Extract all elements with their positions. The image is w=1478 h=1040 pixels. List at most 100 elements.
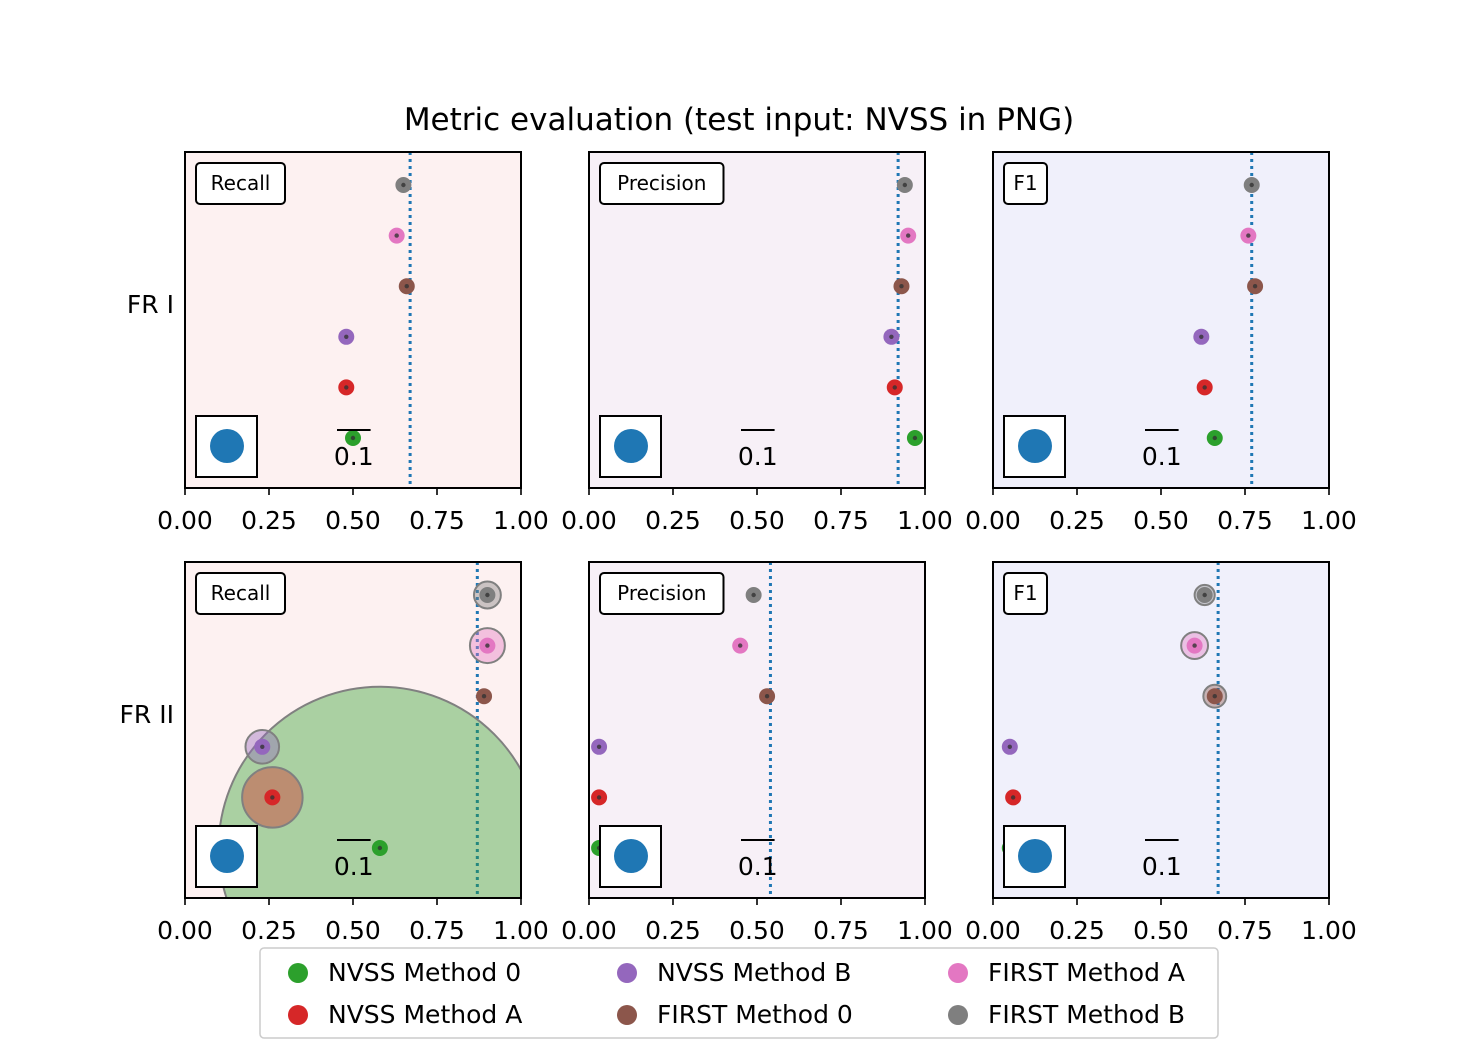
- panel-fr-ii-f1-metric-label: F1: [1013, 581, 1037, 605]
- panel-fr-ii-recall-point-center-first-method-0: [481, 694, 487, 699]
- panel-fr-i-precision-metric-label: Precision: [617, 171, 706, 195]
- panel-fr-i-recall-point-center-nvss-method-0: [350, 435, 356, 441]
- panel-fr-ii-recall-point-center-nvss-method-a: [270, 795, 275, 800]
- panel-fr-ii-f1-xtick-label-2: 0.50: [1133, 916, 1189, 945]
- panel-fr-ii-precision-point-center-first-method-0: [764, 694, 770, 699]
- row-label-fr1: FR I: [127, 290, 174, 319]
- panel-fr-ii-f1-point-center-first-method-0: [1212, 694, 1217, 699]
- panel-fr-ii-recall-xtick-label-4: 1.00: [493, 916, 549, 945]
- panel-fr-i-f1-xtick-label-2: 0.50: [1133, 506, 1189, 535]
- panel-fr-i-recall-size-key-marker: [210, 429, 244, 463]
- panel-fr-i-f1-xtick-label-0: 0.00: [965, 506, 1021, 535]
- panel-fr-ii-f1-metric-label-box: [1003, 572, 1048, 615]
- panel-fr-i-f1-scale-label: 0.1: [1142, 442, 1182, 471]
- panel-fr-ii-f1-point-center-first-method-a: [1192, 643, 1197, 648]
- panel-fr-ii-precision-scale-label: 0.1: [738, 852, 778, 881]
- panel-fr-i-precision-point-center-first-method-a: [906, 233, 911, 238]
- panel-fr-i-precision-xtick-label-0: 0.00: [561, 506, 617, 535]
- panel-fr-ii-precision-point-center-nvss-method-a: [596, 795, 602, 800]
- panel-fr-i-f1-point-center-nvss-method-0: [1212, 435, 1217, 441]
- panel-fr-ii-recall-xtick-label-3: 0.75: [409, 916, 465, 945]
- panel-fr-ii-recall-scale-label: 0.1: [334, 852, 374, 881]
- panel-fr-ii-recall-point-center-first-method-b: [485, 592, 490, 598]
- panel-fr-ii-precision-xtick-label-0: 0.00: [561, 916, 617, 945]
- panel-fr-i-precision-point-center-first-method-0: [899, 284, 904, 289]
- panel-fr-i-f1-metric-label: F1: [1013, 171, 1037, 195]
- panel-fr-i-f1-point-center-first-method-0: [1252, 284, 1258, 289]
- panel-fr-i-recall-metric-label-box: [195, 162, 286, 205]
- panel-fr-i-precision: Precision 0.1 0.00 0.25 0.50 0.75 1.00: [561, 151, 953, 535]
- panel-fr-ii-precision-xtick-label-2: 0.50: [729, 916, 785, 945]
- panel-fr-ii-precision-point-center-first-method-a: [738, 643, 743, 648]
- panel-fr-ii-recall-point-center-nvss-method-0: [377, 845, 383, 851]
- legend-marker-nvss-method-0: [288, 963, 308, 983]
- panel-fr-ii-precision-xtick-label-1: 0.25: [645, 916, 701, 945]
- panel-fr-ii-recall: Recall 0.1 0.00 0.25 0.50 0.75 1.00: [157, 561, 549, 945]
- panel-fr-i-recall: Recall 0.1 0.00 0.25 0.50 0.75 1.00: [157, 151, 549, 535]
- panel-fr-ii-precision-point-center-nvss-method-b: [596, 744, 602, 749]
- legend-label-nvss-method-a: NVSS Method A: [328, 1000, 522, 1029]
- panel-fr-ii-recall-size-key-marker: [210, 839, 244, 873]
- panel-fr-ii-recall-point-center-nvss-method-b: [260, 744, 265, 749]
- panel-fr-i-recall-xtick-label-1: 0.25: [241, 506, 297, 535]
- panel-fr-ii-recall-xtick-label-2: 0.50: [325, 916, 381, 945]
- panel-fr-i-recall-point-center-nvss-method-a: [344, 385, 349, 390]
- panel-fr-ii-f1-xtick-label-0: 0.00: [965, 916, 1021, 945]
- legend-label-first-method-0: FIRST Method 0: [657, 1000, 853, 1029]
- panel-fr-i-precision-point-center-nvss-method-b: [889, 334, 894, 339]
- panel-fr-i-recall-xtick-label-4: 1.00: [493, 506, 549, 535]
- panel-fr-ii-precision-metric-label-box: [599, 572, 725, 615]
- legend-frame: [259, 947, 1219, 1039]
- panel-fr-ii-precision-xtick-label-4: 1.00: [897, 916, 953, 945]
- panel-fr-i-recall-metric-label: Recall: [211, 171, 271, 195]
- panel-fr-i-recall-xtick-label-3: 0.75: [409, 506, 465, 535]
- subplot-grid: Recall 0.1 0.00 0.25 0.50 0.75 1.00 Precision 0.…: [157, 151, 1357, 945]
- panel-fr-i-precision-xtick-label-4: 1.00: [897, 506, 953, 535]
- panel-fr-ii-f1: F1 0.1 0.00 0.25 0.50 0.75 1.00: [965, 561, 1357, 945]
- panel-fr-i-precision-metric-label-box: [599, 162, 725, 205]
- legend: NVSS Method 0 NVSS Method A NVSS Method …: [259, 947, 1219, 1039]
- panel-fr-i-f1-size-key-marker: [1018, 429, 1052, 463]
- panel-fr-i-precision-scale-label: 0.1: [738, 442, 778, 471]
- legend-label-first-method-b: FIRST Method B: [988, 1000, 1185, 1029]
- panel-fr-i-f1-point-center-nvss-method-a: [1202, 385, 1207, 390]
- figure-title: Metric evaluation (test input: NVSS in P…: [404, 102, 1074, 138]
- legend-label-nvss-method-b: NVSS Method B: [657, 958, 851, 987]
- panel-fr-i-precision-plot-area: [883, 152, 923, 488]
- panel-fr-ii-f1-xtick-label-1: 0.25: [1049, 916, 1105, 945]
- panel-fr-i-recall-point-center-first-method-0: [404, 284, 409, 289]
- panel-fr-i-precision-xtick-label-3: 0.75: [813, 506, 869, 535]
- row-label-fr2: FR II: [120, 700, 174, 729]
- panel-fr-i-f1-metric-label-box: [1003, 162, 1048, 205]
- panel-fr-ii-f1-point-center-first-method-b: [1202, 592, 1207, 598]
- panel-fr-ii-recall-point-center-first-method-a: [485, 643, 490, 648]
- panel-fr-ii-recall-plot-area: [217, 562, 521, 898]
- panel-fr-ii-recall-metric-label-box: [195, 572, 286, 615]
- panel-fr-ii-f1-scale-label: 0.1: [1142, 852, 1182, 881]
- panel-fr-i-precision-xtick-label-1: 0.25: [645, 506, 701, 535]
- panel-fr-i-recall-xtick-label-0: 0.00: [157, 506, 213, 535]
- panel-fr-i-f1-point-center-first-method-b: [1249, 182, 1254, 188]
- panel-fr-i-f1-point-center-first-method-a: [1246, 233, 1251, 238]
- panel-fr-i-precision-point-center-nvss-method-a: [892, 385, 897, 390]
- panel-fr-i-recall-point-center-first-method-b: [401, 182, 406, 188]
- panel-fr-ii-recall-xtick-label-0: 0.00: [157, 916, 213, 945]
- panel-fr-i-precision-point-center-nvss-method-0: [912, 435, 918, 441]
- panel-fr-i-f1: F1 0.1 0.00 0.25 0.50 0.75 1.00: [965, 151, 1357, 535]
- panel-fr-i-f1-plot-area: [1193, 152, 1264, 488]
- panel-fr-i-f1-xtick-label-1: 0.25: [1049, 506, 1105, 535]
- panel-fr-ii-precision: Precision 0.1 0.00 0.25 0.50 0.75 1.00: [561, 561, 953, 945]
- legend-marker-nvss-method-b: [617, 963, 637, 983]
- panel-fr-i-precision-xtick-label-2: 0.50: [729, 506, 785, 535]
- panel-fr-ii-f1-point-center-nvss-method-a: [1010, 795, 1016, 800]
- panel-fr-ii-precision-point-center-first-method-b: [751, 592, 756, 598]
- panel-fr-i-f1-point-center-nvss-method-b: [1199, 334, 1204, 339]
- panel-fr-i-precision-point-center-first-method-b: [902, 182, 908, 188]
- panel-fr-ii-f1-xtick-label-3: 0.75: [1217, 916, 1273, 945]
- legend-marker-nvss-method-a: [288, 1005, 308, 1025]
- legend-marker-first-method-a: [948, 963, 968, 983]
- panel-fr-ii-recall-xtick-label-1: 0.25: [241, 916, 297, 945]
- panel-fr-ii-f1-xtick-label-4: 1.00: [1301, 916, 1357, 945]
- panel-fr-i-recall-plot-area: [338, 152, 415, 488]
